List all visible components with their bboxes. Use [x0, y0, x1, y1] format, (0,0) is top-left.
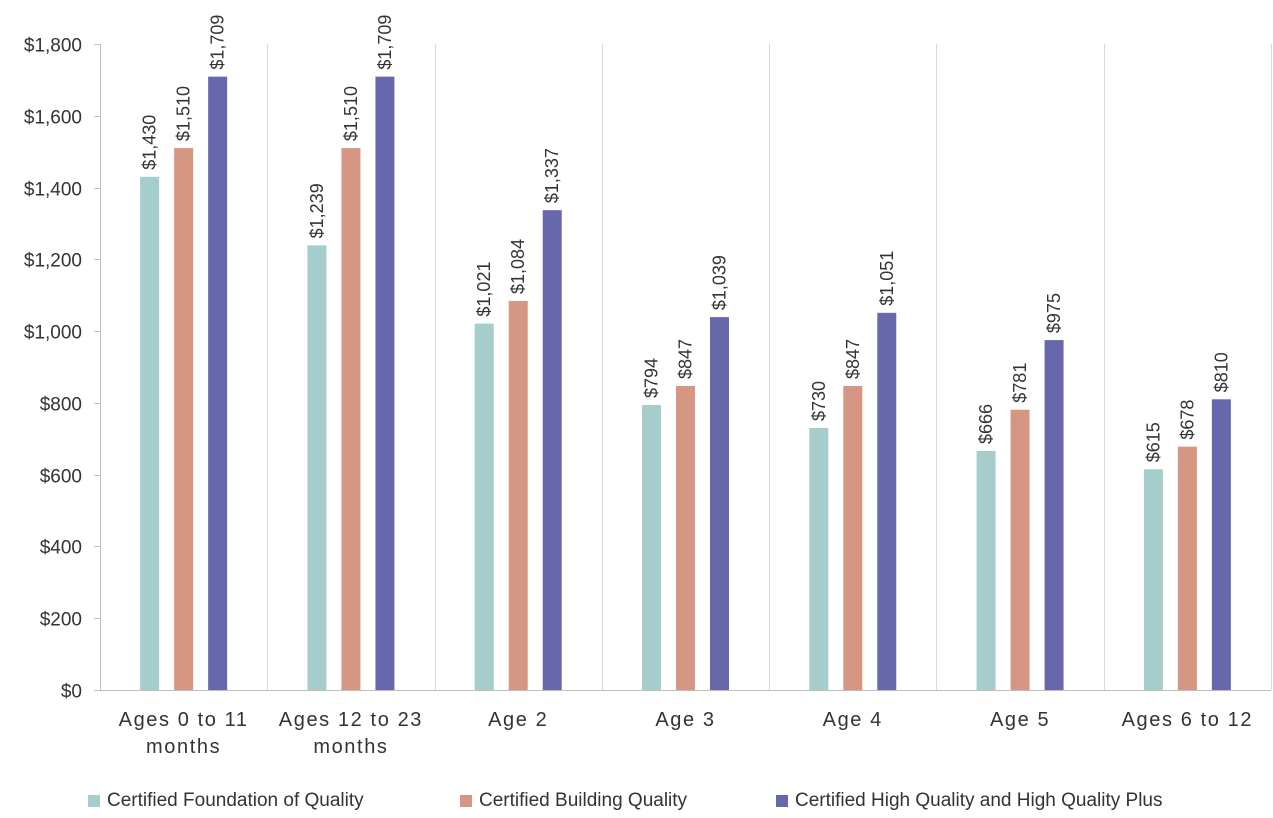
y-tick-label: $600 — [40, 467, 82, 488]
data-label: $666 — [976, 404, 996, 444]
bar — [809, 428, 829, 690]
y-tick-label: $800 — [40, 395, 82, 416]
y-tick-label: $200 — [40, 610, 82, 631]
data-label: $730 — [809, 381, 829, 421]
x-tick-label: Ages 6 to 12 — [1122, 709, 1254, 731]
bar — [508, 300, 528, 690]
bar — [976, 450, 996, 690]
y-tick-label: $1,200 — [24, 251, 82, 272]
bar — [877, 312, 897, 690]
bar — [1143, 469, 1163, 690]
y-tick-label: $400 — [40, 538, 82, 559]
data-label: $1,337 — [542, 148, 562, 203]
y-tick-label: $0 — [61, 682, 82, 703]
y-tick-label: $1,000 — [24, 323, 82, 344]
x-tick-label: months — [146, 736, 221, 758]
x-tick-label: Age 5 — [990, 709, 1050, 731]
data-label: $1,709 — [375, 15, 395, 70]
bar — [375, 76, 395, 691]
legend-label-high-quality: Certified High Quality and High Quality … — [795, 790, 1163, 811]
data-label: $794 — [642, 358, 662, 398]
data-label: $847 — [843, 339, 863, 379]
bar — [341, 148, 361, 691]
legend-swatch-foundation — [88, 795, 100, 807]
data-label: $678 — [1177, 400, 1197, 440]
bar — [474, 323, 494, 690]
data-label: $1,039 — [710, 255, 730, 310]
x-tick-label: Ages 12 to 23 — [279, 709, 423, 731]
bar — [1010, 409, 1030, 690]
data-label: $975 — [1044, 293, 1064, 333]
data-label: $1,709 — [208, 15, 228, 70]
bar — [1177, 446, 1197, 690]
data-label: $1,510 — [341, 86, 361, 141]
bar — [642, 405, 661, 690]
legend-item-building: Certified Building Quality — [460, 786, 687, 816]
data-label: $781 — [1010, 363, 1030, 403]
data-label: $1,239 — [307, 183, 327, 238]
bar — [1211, 399, 1231, 690]
legend-item-foundation: Certified Foundation of Quality — [88, 786, 364, 816]
y-tick-label: $1,800 — [24, 36, 82, 57]
data-label: $1,051 — [877, 251, 897, 306]
x-tick-label: Age 2 — [488, 709, 548, 731]
data-label: $1,084 — [508, 239, 528, 294]
x-tick-label: Ages 0 to 11 — [119, 709, 249, 731]
x-tick-label: months — [313, 736, 388, 758]
bar — [676, 386, 695, 690]
bar — [1044, 340, 1064, 690]
data-label: $847 — [676, 339, 696, 379]
y-tick-label: $1,400 — [24, 180, 82, 201]
legend-label-building: Certified Building Quality — [479, 790, 688, 811]
bar — [208, 76, 228, 691]
bar — [542, 210, 562, 690]
bar-chart: $0 $200 $400 $600 $800 $1,000 $1,200 $1,400 $1,6… — [24, 15, 1272, 758]
legend-label-foundation: Certified Foundation of Quality — [107, 790, 364, 811]
legend-swatch-high-quality — [776, 795, 788, 807]
data-label: $1,430 — [140, 115, 160, 170]
chart-legend: Certified Foundation of Quality Certifie… — [0, 786, 1273, 816]
bar — [307, 245, 327, 690]
data-label: $1,510 — [174, 86, 194, 141]
bar — [843, 386, 863, 690]
data-label: $615 — [1143, 422, 1163, 462]
legend-swatch-building — [460, 795, 472, 807]
data-label: $1,021 — [474, 262, 494, 317]
data-label: $810 — [1211, 352, 1231, 392]
x-tick-label: Age 4 — [823, 709, 883, 731]
legend-item-high-quality: Certified High Quality and High Quality … — [776, 786, 1163, 816]
x-tick-label: Age 3 — [655, 709, 715, 731]
bar — [174, 148, 194, 691]
bar — [140, 176, 160, 691]
y-tick-label: $1,600 — [24, 108, 82, 129]
bar — [710, 317, 729, 690]
